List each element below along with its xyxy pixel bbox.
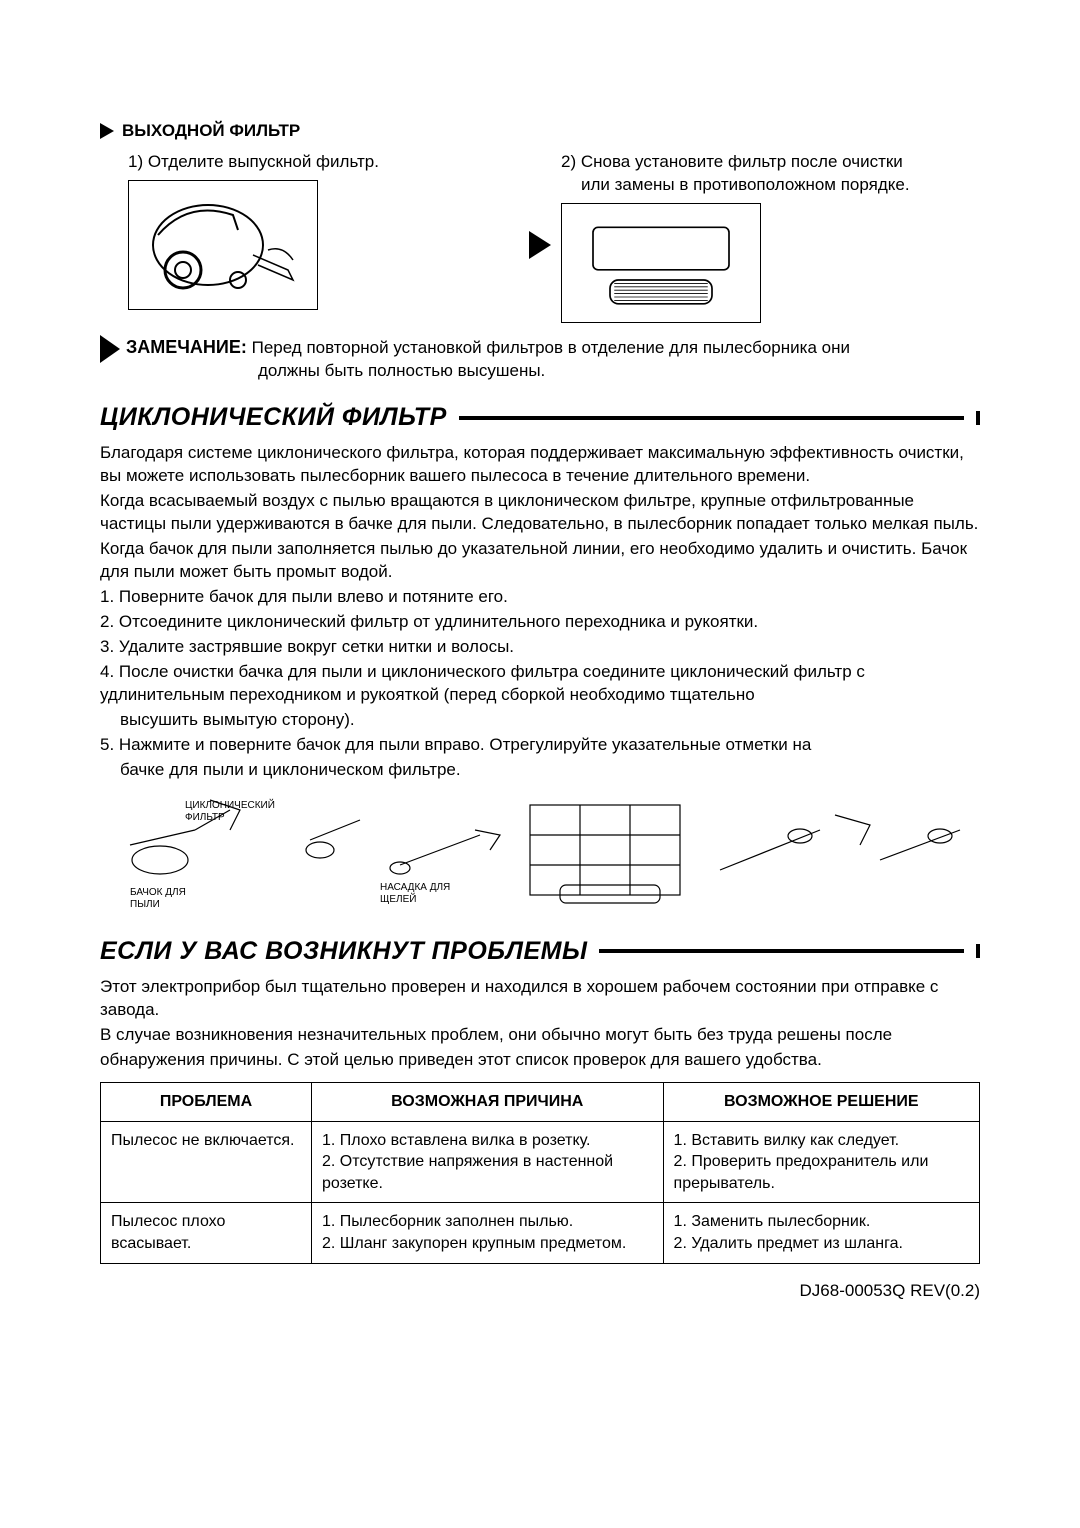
table-row: Пылесос не включается. 1. Плохо вставлен… <box>101 1121 980 1203</box>
cyclonic-heading-row: ЦИКЛОНИЧЕСКИЙ ФИЛЬТР <box>100 401 980 435</box>
outlet-step1-text: 1) Отделите выпускной фильтр. <box>128 151 519 174</box>
th-problem: ПРОБЛЕМА <box>101 1083 312 1122</box>
cyclonic-p2: Когда всасываемый воздух с пылью вращают… <box>100 490 980 536</box>
outlet-step1-col: 1) Отделите выпускной фильтр. <box>100 151 519 310</box>
vacuum-figure <box>128 180 318 310</box>
problems-intro-l2: В случае возникновения незначительных пр… <box>100 1024 980 1047</box>
problems-intro-l1: Этот электроприбор был тщательно провере… <box>100 976 980 1022</box>
outlet-step2-line2: или замены в противоположном порядке. <box>561 174 980 197</box>
outlet-filter-section: ВЫХОДНОЙ ФИЛЬТР 1) Отделите выпускной фи… <box>100 120 980 383</box>
note-content: ЗАМЕЧАНИЕ: Перед повторной установкой фи… <box>126 335 850 383</box>
cell-cause-2: 1. Пылесборник заполнен пылью. 2. Шланг … <box>311 1203 663 1263</box>
vacuum-illustration-icon <box>138 185 308 305</box>
note-label: ЗАМЕЧАНИЕ: <box>126 337 247 357</box>
cell-solution-2: 1. Заменить пылесборник. 2. Удалить пред… <box>663 1203 979 1263</box>
arrow-right-icon <box>529 231 551 259</box>
heading-rule-end-2 <box>976 944 980 958</box>
cell-solution-1: 1. Вставить вилку как следует. 2. Провер… <box>663 1121 979 1203</box>
filter-figure <box>561 203 761 323</box>
note-triangle-icon <box>100 335 120 363</box>
troubleshooting-table: ПРОБЛЕМА ВОЗМОЖНАЯ ПРИЧИНА ВОЗМОЖНОЕ РЕШ… <box>100 1082 980 1264</box>
note-row: ЗАМЕЧАНИЕ: Перед повторной установкой фи… <box>100 335 980 383</box>
cell-cause-1: 1. Плохо вставлена вилка в розетку. 2. О… <box>311 1121 663 1203</box>
outlet-steps-row: 1) Отделите выпускной фильтр. 2) Снова у… <box>100 151 980 323</box>
arrow-between-figures <box>529 151 551 259</box>
heading-rule-end <box>976 411 980 425</box>
cyclonic-li5b: бачке для пыли и циклоническом фильтре. <box>100 759 980 782</box>
cyclonic-li4b: высушить вымытую сторону). <box>100 709 980 732</box>
cyclonic-li3: 3. Удалите застрявшие вокруг сетки нитки… <box>100 636 980 659</box>
table-header-row: ПРОБЛЕМА ВОЗМОЖНАЯ ПРИЧИНА ВОЗМОЖНОЕ РЕШ… <box>101 1083 980 1122</box>
label-crevice2: ЩЕЛЕЙ <box>380 892 416 905</box>
cell-problem-2: Пылесос плохо всасывает. <box>101 1203 312 1263</box>
outlet-step2-line1: 2) Снова установите фильтр после очистки <box>561 151 980 174</box>
outlet-step2-col: 2) Снова установите фильтр после очистки… <box>561 151 980 323</box>
label-cyclonic-filter: ЦИКЛОНИЧЕСКИЙ <box>185 798 275 811</box>
note-text-line1: Перед повторной установкой фильтров в от… <box>252 338 850 357</box>
heading-rule <box>459 416 964 420</box>
cyclonic-title: ЦИКЛОНИЧЕСКИЙ ФИЛЬТР <box>100 401 447 435</box>
th-solution: ВОЗМОЖНОЕ РЕШЕНИЕ <box>663 1083 979 1122</box>
label-dust-cup: БАЧОК ДЛЯ <box>130 887 186 898</box>
heading-rule-2 <box>599 949 964 953</box>
problems-title: ЕСЛИ У ВАС ВОЗНИКНУТ ПРОБЛЕМЫ <box>100 935 587 969</box>
problems-intro-l3: обнаружения причины. С этой целью привед… <box>100 1049 980 1072</box>
cyclonic-li1: 1. Поверните бачок для пыли влево и потя… <box>100 586 980 609</box>
filter-illustration-icon <box>576 203 746 323</box>
cyclonic-p3: Когда бачок для пыли заполняется пылью д… <box>100 538 980 584</box>
cyclonic-li5a: 5. Нажмите и поверните бачок для пыли вп… <box>100 734 980 757</box>
cell-problem-1: Пылесос не включается. <box>101 1121 312 1203</box>
th-cause: ВОЗМОЖНАЯ ПРИЧИНА <box>311 1083 663 1122</box>
outlet-step2-text: 2) Снова установите фильтр после очистки… <box>561 151 980 197</box>
outlet-filter-heading: ВЫХОДНОЙ ФИЛЬТР <box>100 120 980 143</box>
cyclonic-li4a: 4. После очистки бачка для пыли и циклон… <box>100 661 980 707</box>
triangle-bullet-icon <box>100 123 114 139</box>
document-code: DJ68-00053Q REV(0.2) <box>100 1280 980 1303</box>
cyclonic-p1: Благодаря системе циклонического фильтра… <box>100 442 980 488</box>
cyclonic-li2: 2. Отсоедините циклонический фильтр от у… <box>100 611 980 634</box>
label-dust-cup2: ПЫЛИ <box>130 899 160 910</box>
cyclonic-diagram-icon: ЦИКЛОНИЧЕСКИЙ ФИЛЬТР НАСАДКА ДЛЯ ЩЕЛЕЙ Б… <box>100 790 980 910</box>
problems-heading-row: ЕСЛИ У ВАС ВОЗНИКНУТ ПРОБЛЕМЫ <box>100 935 980 969</box>
label-cyclonic-filter2: ФИЛЬТР <box>185 812 225 823</box>
outlet-filter-title: ВЫХОДНОЙ ФИЛЬТР <box>122 120 300 143</box>
note-text-line2: должны быть полностью высушены. <box>126 360 850 383</box>
label-crevice: НАСАДКА ДЛЯ <box>380 882 450 893</box>
table-row: Пылесос плохо всасывает. 1. Пылесборник … <box>101 1203 980 1263</box>
